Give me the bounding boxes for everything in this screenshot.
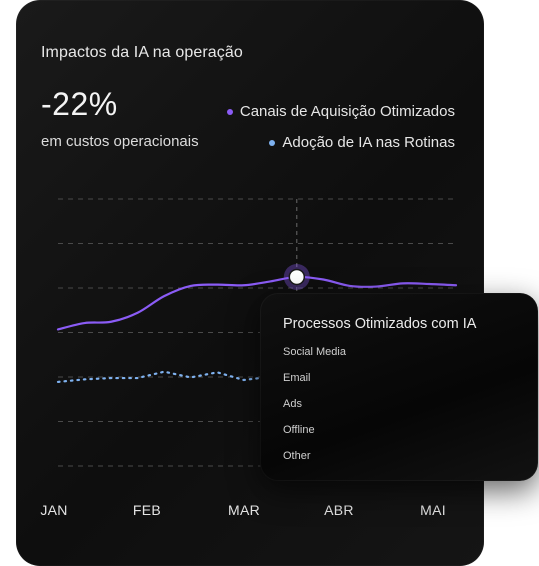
popup-item-ads[interactable]: Ads (283, 398, 302, 410)
popup-item-email[interactable]: Email (283, 372, 311, 384)
highlight-point (288, 268, 306, 286)
x-tick-label-mar: MAR (227, 502, 261, 518)
legend-label-adocao: Adoção de IA nas Rotinas (282, 134, 455, 151)
stat-value: -22% (41, 86, 118, 122)
series-line-canais (56, 275, 458, 331)
legend-dot-purple (226, 108, 233, 115)
popup-item-social-media[interactable]: Social Media (283, 346, 346, 358)
popup-title: Processos Otimizados com IA (283, 316, 477, 332)
popup-item-other[interactable]: Other (283, 450, 311, 462)
popup-list: Social Media Email Ads Offline Other (283, 345, 346, 475)
legend-dot-blue (269, 139, 276, 146)
stat-caption: em custos operacionais (41, 133, 199, 150)
analytics-card: Impactos da IA na operação -22% em custo… (16, 0, 484, 566)
popup-item-offline[interactable]: Offline (283, 424, 315, 436)
series-line-adocao (56, 370, 458, 391)
chart-legend: Canais de Aquisição Otimizados Adoção de… (226, 103, 455, 151)
line-chart (56, 198, 458, 467)
x-tick-label-jan: JAN (40, 502, 68, 518)
legend-item-canais: Canais de Aquisição Otimizados (226, 103, 455, 120)
x-tick-label-mai: MAI (420, 502, 446, 518)
processes-popup: Processos Otimizados com IA Social Media… (260, 293, 538, 481)
card-title: Impactos da IA na operação (41, 44, 243, 61)
legend-item-adocao: Adoção de IA nas Rotinas (269, 134, 455, 151)
x-tick-label-abr: ABR (324, 502, 354, 518)
legend-label-canais: Canais de Aquisição Otimizados (239, 103, 455, 120)
x-tick-label-feb: FEB (132, 502, 162, 518)
